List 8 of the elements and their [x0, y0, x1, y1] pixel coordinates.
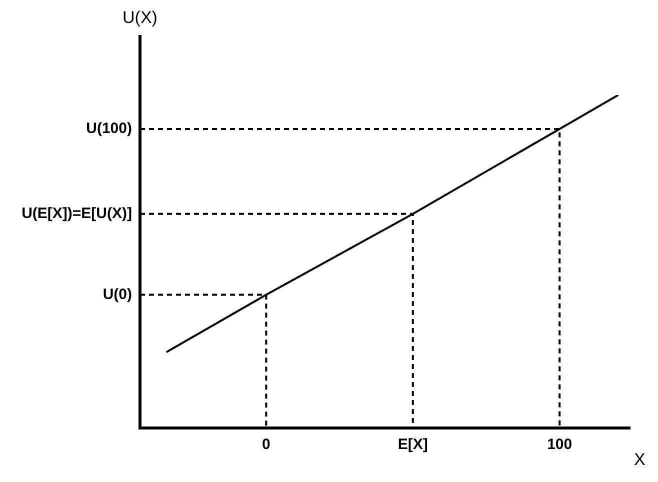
x-axis-title: X: [634, 450, 646, 470]
x-tick-label: 0: [262, 436, 270, 454]
series-label: U(100): [86, 120, 132, 138]
series-label: U(0): [102, 286, 132, 303]
series-label: U(E[X])=E[U(X)]: [22, 205, 132, 222]
y-axis-title: U(X): [122, 8, 158, 28]
x-tick-label: E[X]: [398, 436, 428, 454]
x-tick-label: 100: [547, 436, 572, 454]
